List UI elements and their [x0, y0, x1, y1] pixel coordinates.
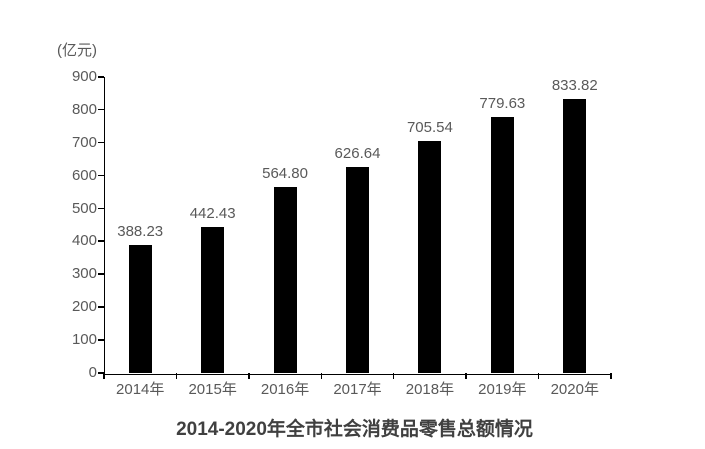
x-tick-mark	[465, 373, 467, 379]
y-tick-label: 400	[71, 232, 97, 250]
x-tick-mark	[320, 373, 323, 379]
bar-value-label: 388.23	[117, 223, 164, 241]
x-category-label: 2020年	[550, 381, 599, 398]
x-tick-mark	[248, 373, 250, 379]
x-category-label: 2017年	[333, 381, 382, 398]
x-category-label: 2018年	[405, 381, 455, 398]
bar-2014年	[128, 245, 152, 373]
x-tick-mark	[392, 373, 395, 379]
y-tick-label: 200	[71, 298, 97, 316]
bar-2018年	[418, 140, 442, 373]
y-tick-mark	[98, 108, 104, 111]
y-tick-mark	[98, 240, 104, 242]
bar-2020年	[563, 98, 587, 373]
y-tick-label: 300	[71, 265, 97, 283]
y-tick-label: 800	[71, 100, 97, 118]
y-tick-mark	[98, 76, 104, 78]
chart-title: 2014-2020年全市社会消费品零售总额情况	[176, 419, 533, 440]
bar-2015年	[201, 227, 225, 373]
bar-2016年	[273, 187, 297, 373]
bar-value-label: 564.80	[262, 165, 308, 183]
x-category-label: 2015年	[188, 381, 237, 398]
bar-2019年	[490, 116, 514, 373]
y-tick-mark	[98, 174, 104, 177]
y-tick-label: 900	[71, 68, 97, 85]
x-tick-mark	[537, 373, 540, 379]
y-tick-label: 500	[71, 199, 97, 217]
bar-value-label: 779.63	[479, 94, 526, 112]
bar-2017年	[346, 166, 369, 373]
y-axis-unit-label: (亿元)	[57, 42, 97, 59]
x-tick-mark	[103, 373, 105, 379]
y-tick-mark	[98, 372, 104, 374]
y-tick-mark	[98, 141, 104, 144]
x-category-label: 2019年	[478, 381, 527, 398]
bar-value-label: 442.43	[189, 205, 236, 223]
bar-value-label: 705.54	[406, 118, 453, 136]
x-tick-mark	[610, 373, 612, 379]
plot-area	[104, 77, 612, 375]
x-tick-mark	[175, 373, 178, 379]
y-tick-mark	[98, 306, 104, 308]
y-tick-mark	[98, 207, 104, 210]
y-tick-label: 0	[88, 364, 97, 381]
bar-value-label: 833.82	[551, 76, 598, 94]
x-category-label: 2016年	[260, 381, 310, 398]
bar-value-label: 626.64	[334, 144, 381, 162]
y-tick-label: 600	[71, 166, 97, 184]
y-tick-label: 100	[71, 331, 97, 349]
x-category-label: 2014年	[116, 381, 165, 398]
y-tick-mark	[98, 339, 104, 341]
y-tick-mark	[98, 273, 104, 275]
y-tick-label: 700	[71, 133, 97, 151]
